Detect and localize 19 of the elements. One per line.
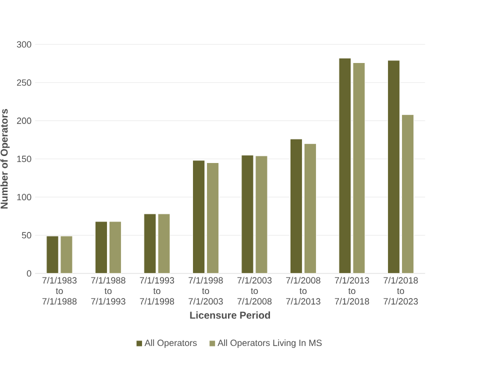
y-tick-label: 50: [22, 232, 32, 238]
y-tick-label: 150: [17, 156, 32, 162]
x-axis-title: Licensure Period: [190, 311, 270, 319]
legend-label: All Operators Living In MS: [218, 339, 322, 348]
y-axis-title: Number of Operators: [0, 109, 10, 209]
y-tick-label: 0: [26, 270, 32, 277]
y-tick-label: 100: [17, 194, 32, 200]
y-tick-label: 300: [16, 41, 32, 48]
y-tick-label: 250: [17, 79, 32, 86]
x-tick-label: 7/1/1998 to 7/1/2003: [188, 276, 223, 305]
x-tick-label: 7/1/2018 to 7/1/2023: [384, 276, 418, 305]
x-tick-label: 7/1/2003 to 7/1/2008: [237, 276, 272, 305]
x-tick-label: 7/1/2013 to 7/1/2018: [334, 276, 370, 305]
x-tick-label: 7/1/1983 to 7/1/1988: [42, 276, 77, 305]
y-tick-label: 200: [17, 118, 32, 124]
legend-label: All Operators: [144, 339, 197, 348]
x-tick-label: 7/1/1988 to 7/1/1993: [91, 276, 126, 305]
x-tick-label: 7/1/1993 to 7/1/1998: [140, 276, 174, 305]
x-tick-label: 7/1/2008 to 7/1/2013: [286, 276, 320, 305]
